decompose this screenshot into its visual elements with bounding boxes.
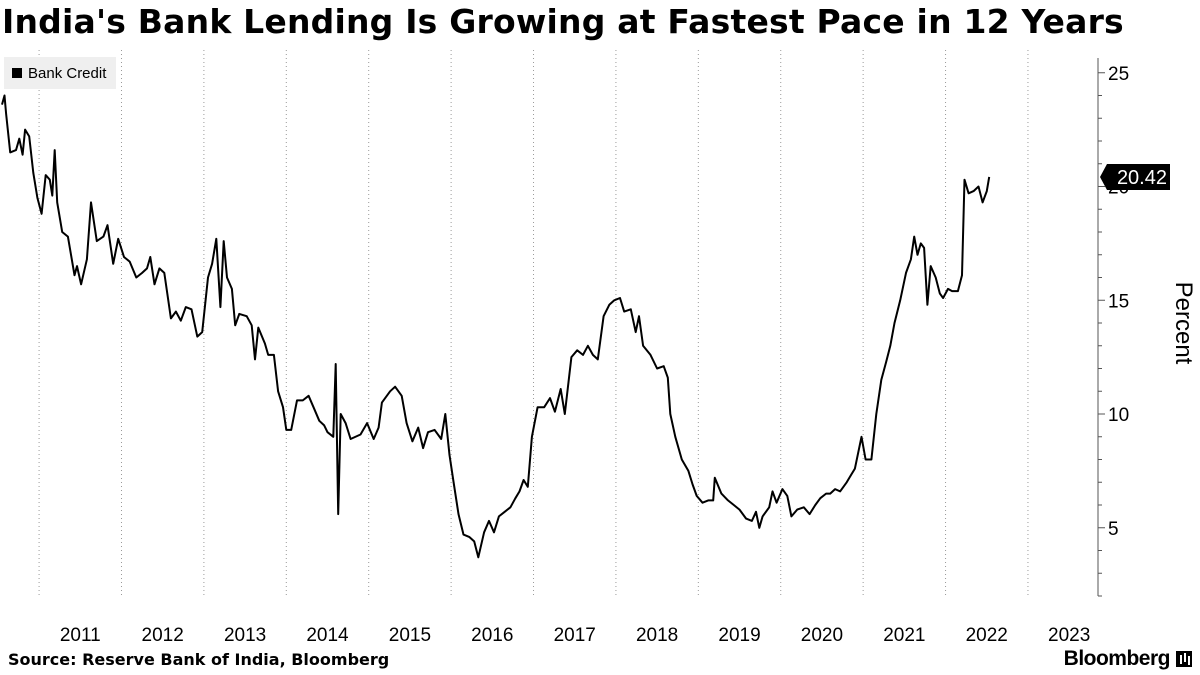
x-tick-label: 2014 xyxy=(306,625,349,646)
x-tick-label: 2011 xyxy=(60,625,101,646)
y-tick-label: 25 xyxy=(1108,64,1129,85)
y-tick-label: 5 xyxy=(1108,519,1119,540)
last-value-label: 20.42 xyxy=(1117,167,1167,189)
x-tick-label: 2018 xyxy=(636,625,678,646)
brand-name: Bloomberg xyxy=(1063,647,1171,670)
x-tick-label: 2021 xyxy=(883,625,925,646)
x-tick-label: 2020 xyxy=(801,625,843,646)
x-tick-label: 2013 xyxy=(224,625,266,646)
legend-swatch-icon xyxy=(12,68,22,78)
x-tick-label: 2023 xyxy=(1048,625,1090,646)
y-tick-label: 10 xyxy=(1108,405,1129,426)
x-tick-label: 2015 xyxy=(389,625,431,646)
series-line xyxy=(1,94,991,559)
x-tick-label: 2012 xyxy=(142,625,184,646)
last-value-badge xyxy=(1100,163,1170,190)
x-tick-label: 2016 xyxy=(471,625,513,646)
legend: Bank Credit xyxy=(4,57,117,89)
bloomberg-mark-icon xyxy=(1176,651,1192,667)
y-axis-title: Percent xyxy=(1170,282,1197,365)
brand-logo: Bloomberg xyxy=(1064,647,1192,671)
y-tick-label: 15 xyxy=(1108,291,1129,312)
legend-label: Bank Credit xyxy=(28,64,107,82)
x-tick-label: 2017 xyxy=(554,625,596,646)
chart-title: India's Bank Lending Is Growing at Faste… xyxy=(2,2,1124,41)
x-tick-label: 2022 xyxy=(966,625,1008,646)
x-tick-label: 2019 xyxy=(718,625,760,646)
source-note: Source: Reserve Bank of India, Bloomberg xyxy=(8,650,390,669)
